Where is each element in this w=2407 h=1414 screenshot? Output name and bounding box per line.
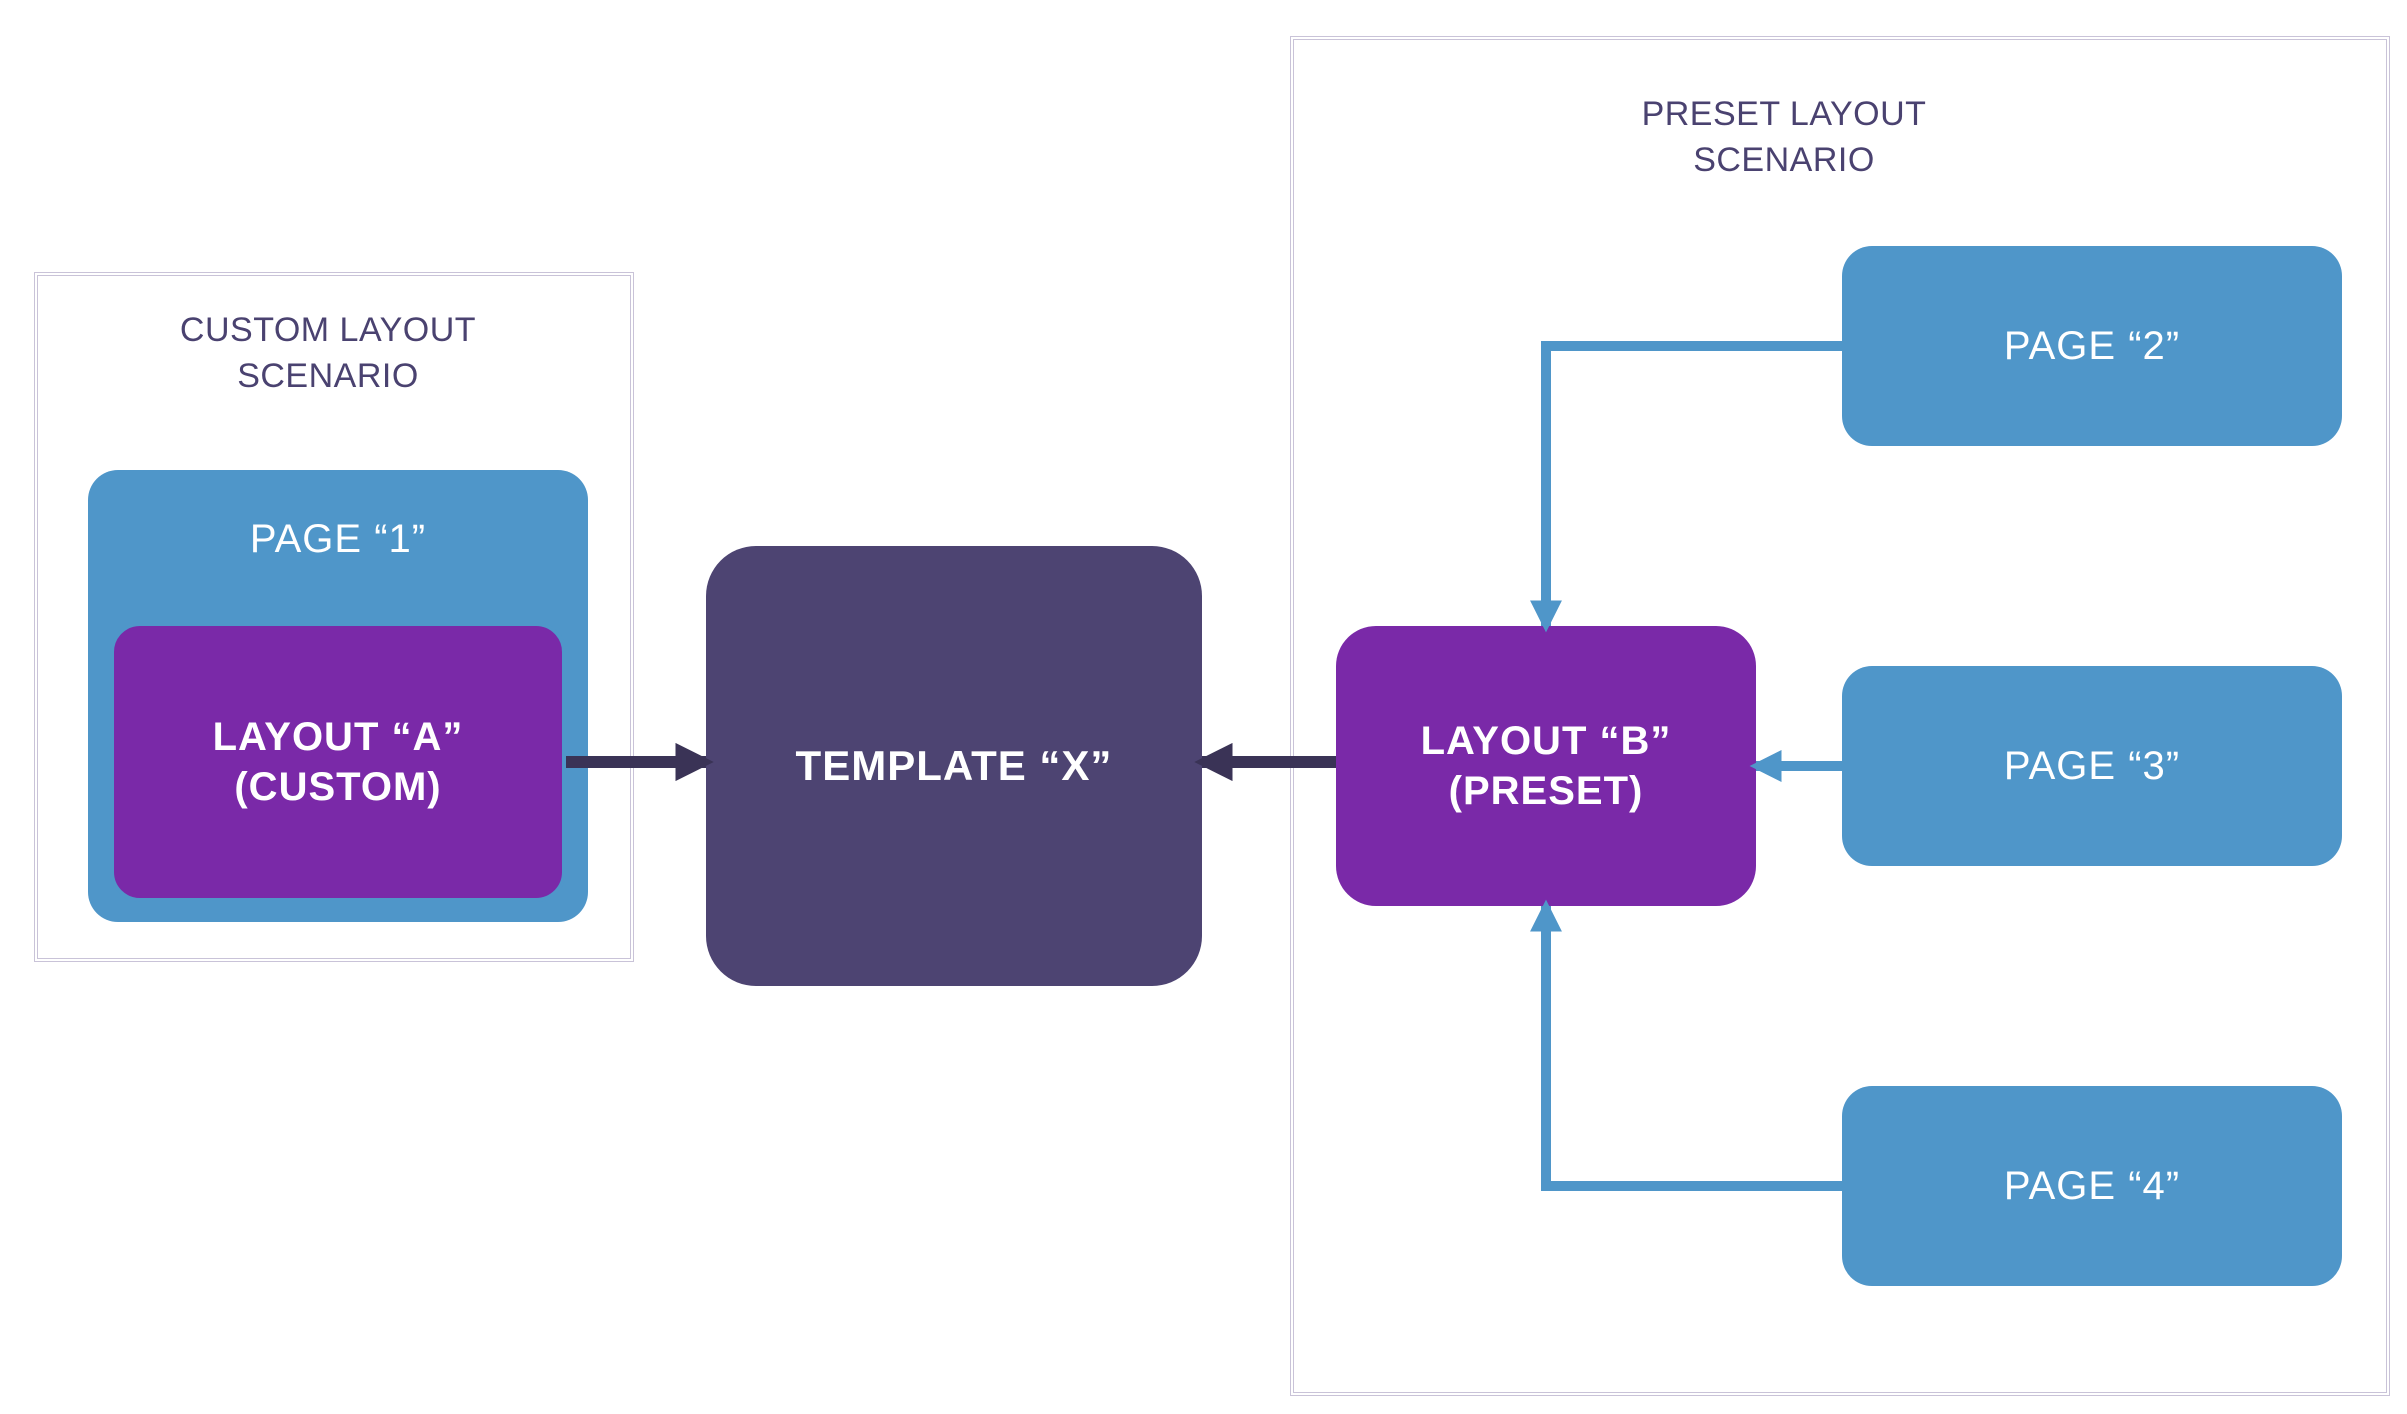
diagram-canvas: CUSTOM LAYOUT SCENARIO PRESET LAYOUT SCE…	[0, 0, 2407, 1414]
page-2-node: PAGE “2”	[1842, 246, 2342, 446]
layout-a-node: LAYOUT “A” (CUSTOM)	[110, 622, 566, 902]
preset-scenario-title: PRESET LAYOUT SCENARIO	[1616, 92, 1952, 184]
layout-b-node: LAYOUT “B” (PRESET)	[1336, 626, 1756, 906]
template-x-node: TEMPLATE “X”	[706, 546, 1202, 986]
custom-scenario-title: CUSTOM LAYOUT SCENARIO	[160, 308, 496, 400]
page-4-node: PAGE “4”	[1842, 1086, 2342, 1286]
page-3-node: PAGE “3”	[1842, 666, 2342, 866]
